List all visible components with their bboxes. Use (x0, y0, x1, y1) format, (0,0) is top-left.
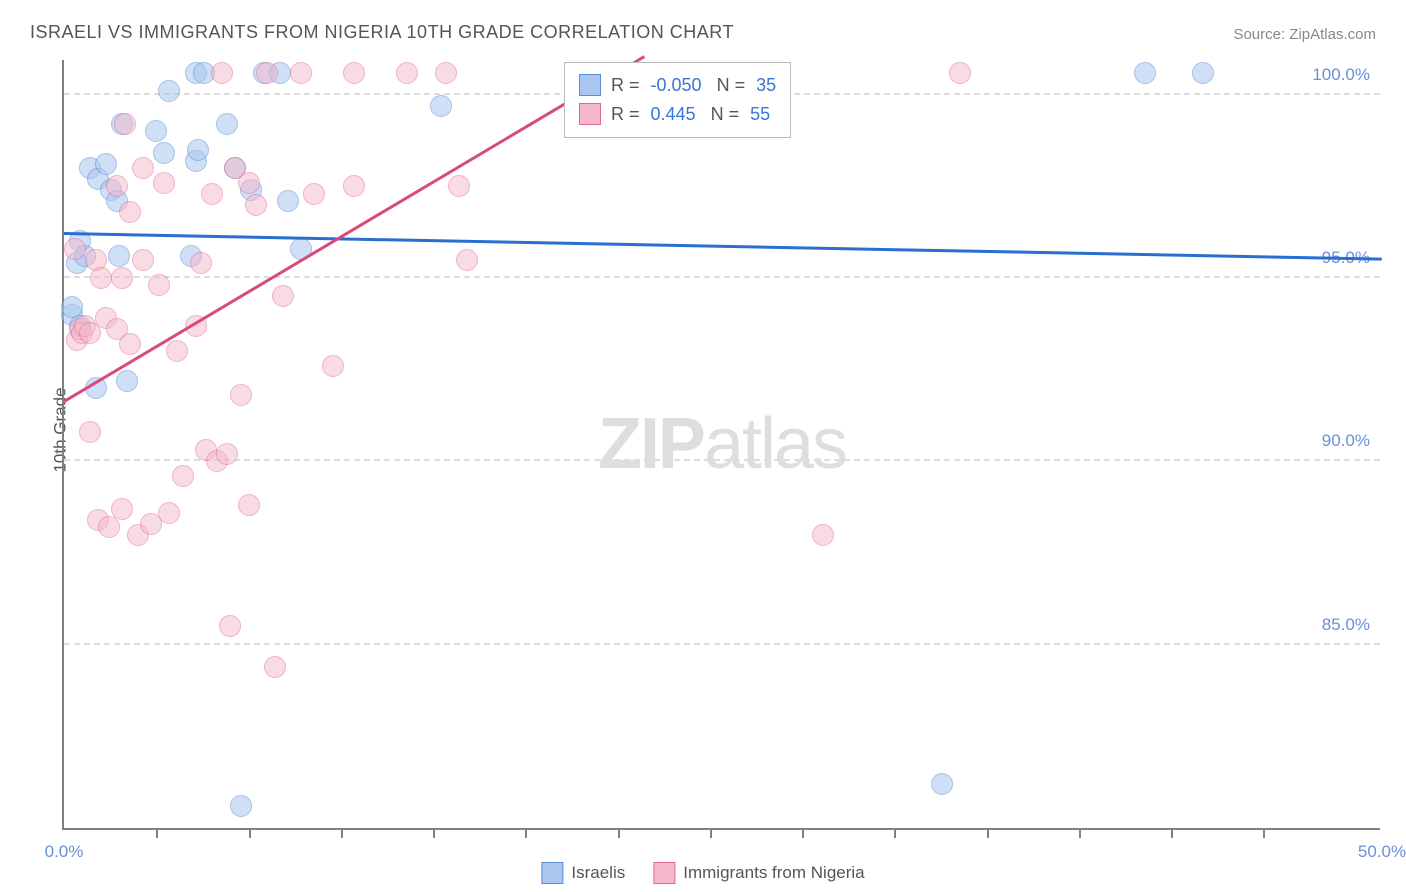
scatter-point (435, 62, 457, 84)
trend-line (64, 232, 1382, 260)
scatter-point (114, 113, 136, 135)
scatter-point (238, 172, 260, 194)
scatter-point (172, 465, 194, 487)
x-tick (1079, 828, 1081, 838)
y-tick-label: 85.0% (1322, 615, 1370, 635)
scatter-point (111, 498, 133, 520)
watermark-atlas: atlas (704, 404, 846, 484)
scatter-point (211, 62, 233, 84)
y-tick-label: 90.0% (1322, 431, 1370, 451)
scatter-point (396, 62, 418, 84)
scatter-point (158, 502, 180, 524)
scatter-point (132, 157, 154, 179)
legend-label: Immigrants from Nigeria (683, 863, 864, 883)
x-tick-label: 0.0% (45, 842, 84, 862)
scatter-point (111, 267, 133, 289)
scatter-point (145, 120, 167, 142)
x-tick (802, 828, 804, 838)
watermark: ZIPatlas (598, 403, 846, 485)
x-tick (156, 828, 158, 838)
scatter-point (190, 252, 212, 274)
x-tick (894, 828, 896, 838)
gridline (64, 276, 1380, 278)
scatter-point (187, 139, 209, 161)
legend-row: R = 0.445 N = 55 (579, 100, 776, 129)
scatter-point (216, 113, 238, 135)
legend-swatch (579, 74, 601, 96)
legend-swatch (579, 103, 601, 125)
scatter-point (1134, 62, 1156, 84)
scatter-point (1192, 62, 1214, 84)
scatter-point (230, 795, 252, 817)
bottom-legend-item: Immigrants from Nigeria (653, 862, 864, 884)
scatter-point (277, 190, 299, 212)
scatter-point (158, 80, 180, 102)
scatter-point (95, 153, 117, 175)
x-tick (1171, 828, 1173, 838)
bottom-legend: Israelis Immigrants from Nigeria (541, 862, 864, 884)
watermark-zip: ZIP (598, 404, 704, 484)
scatter-point (290, 62, 312, 84)
scatter-point (119, 201, 141, 223)
scatter-point (201, 183, 223, 205)
scatter-point (949, 62, 971, 84)
scatter-point (230, 384, 252, 406)
x-tick-label: 50.0% (1358, 842, 1406, 862)
plot-area: ZIPatlas 85.0%90.0%95.0%100.0%0.0%50.0%R… (62, 60, 1380, 830)
chart-title: ISRAELI VS IMMIGRANTS FROM NIGERIA 10TH … (30, 22, 734, 43)
scatter-point (90, 267, 112, 289)
scatter-point (148, 274, 170, 296)
bottom-legend-item: Israelis (541, 862, 625, 884)
legend-stats: R = -0.050 N = 35 (611, 71, 776, 100)
scatter-point (430, 95, 452, 117)
legend-row: R = -0.050 N = 35 (579, 71, 776, 100)
scatter-point (343, 175, 365, 197)
scatter-point (153, 172, 175, 194)
scatter-point (216, 443, 238, 465)
x-tick (987, 828, 989, 838)
scatter-point (119, 333, 141, 355)
scatter-point (166, 340, 188, 362)
scatter-point (272, 285, 294, 307)
x-tick (249, 828, 251, 838)
scatter-point (322, 355, 344, 377)
gridline (64, 459, 1380, 461)
correlation-legend: R = -0.050 N = 35R = 0.445 N = 55 (564, 62, 791, 138)
scatter-point (106, 175, 128, 197)
scatter-point (812, 524, 834, 546)
scatter-point (448, 175, 470, 197)
x-tick (341, 828, 343, 838)
trend-line (63, 56, 644, 403)
legend-label: Israelis (571, 863, 625, 883)
y-tick-label: 100.0% (1312, 65, 1370, 85)
scatter-point (931, 773, 953, 795)
x-tick (525, 828, 527, 838)
scatter-point (153, 142, 175, 164)
scatter-point (79, 421, 101, 443)
source-label: Source: ZipAtlas.com (1233, 26, 1376, 43)
legend-swatch (541, 862, 563, 884)
legend-stats: R = 0.445 N = 55 (611, 100, 770, 129)
scatter-point (116, 370, 138, 392)
x-tick (433, 828, 435, 838)
scatter-point (132, 249, 154, 271)
x-tick (710, 828, 712, 838)
scatter-point (64, 238, 86, 260)
scatter-point (456, 249, 478, 271)
scatter-point (303, 183, 325, 205)
scatter-point (245, 194, 267, 216)
x-tick (1263, 828, 1265, 838)
legend-swatch (653, 862, 675, 884)
x-tick (618, 828, 620, 838)
scatter-point (343, 62, 365, 84)
gridline (64, 643, 1380, 645)
scatter-point (98, 516, 120, 538)
scatter-point (219, 615, 241, 637)
scatter-point (264, 656, 286, 678)
scatter-point (256, 62, 278, 84)
scatter-point (108, 245, 130, 267)
scatter-point (238, 494, 260, 516)
